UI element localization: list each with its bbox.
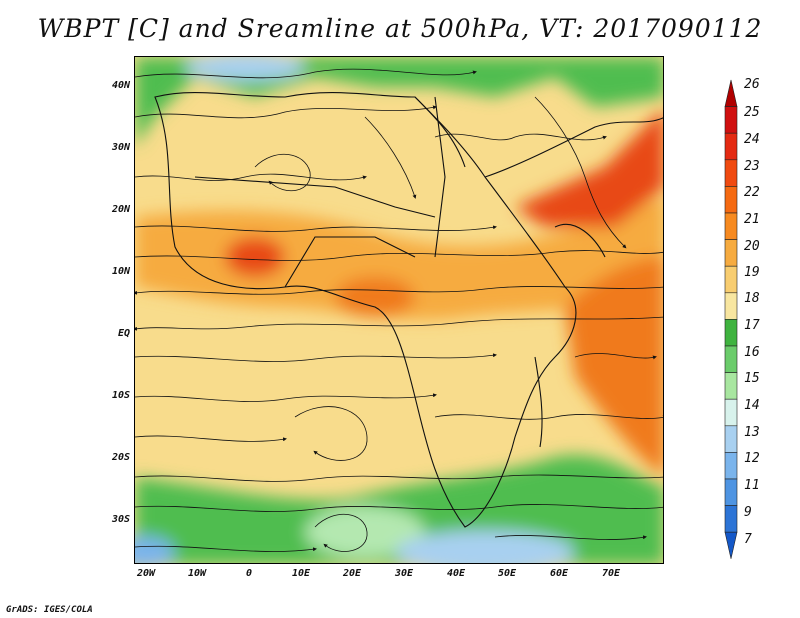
colorbar-segment: [724, 292, 738, 320]
colorbar-segment: [724, 452, 738, 480]
lat-label-eq: EQ: [117, 328, 130, 339]
lon-label-70e: 70E: [601, 568, 621, 579]
lat-label-40n: 40N: [111, 80, 130, 91]
cool-patch-southwest: [135, 536, 175, 563]
cool-patch-north: [185, 57, 305, 81]
lon-label-20w: 20W: [136, 568, 156, 579]
cool-patch-south: [395, 530, 575, 563]
colorbar-label-9: 9: [744, 505, 752, 520]
colorbar-segment: [724, 132, 738, 161]
colorbar-segment: [724, 505, 738, 533]
colorbar-segment: [724, 186, 738, 214]
colorbar: [724, 79, 738, 559]
colorbar-segment: [724, 159, 738, 187]
credit-text: GrADS: IGES/COLA: [6, 605, 93, 615]
lon-label-40e: 40E: [446, 568, 466, 579]
colorbar-segment: [724, 372, 738, 400]
colorbar-label-16: 16: [744, 345, 760, 360]
lon-label-10e: 10E: [291, 568, 311, 579]
colorbar-label-12: 12: [744, 451, 760, 466]
lon-label-10w: 10W: [187, 568, 207, 579]
colorbar-label-21: 21: [744, 212, 760, 227]
colorbar-segment: [724, 398, 738, 427]
lat-label-30n: 30N: [111, 142, 130, 153]
colorbar-label-23: 23: [744, 159, 760, 174]
lat-label-20n: 20N: [111, 204, 130, 215]
hot-spot-central-africa: [335, 277, 415, 317]
colorbar-label-17: 17: [744, 318, 760, 333]
lon-label-0: 0: [245, 568, 253, 579]
lon-label-30e: 30E: [394, 568, 414, 579]
colorbar-label-11: 11: [744, 478, 760, 493]
lat-label-10n: 10N: [111, 266, 130, 277]
colorbar-segment: [724, 478, 738, 506]
lat-label-10s: 10S: [111, 390, 130, 401]
map-panel: [134, 56, 664, 564]
colorbar-label-22: 22: [744, 185, 760, 200]
colorbar-label-19: 19: [744, 265, 760, 280]
colorbar-label-7: 7: [744, 532, 752, 547]
colorbar-label-13: 13: [744, 425, 760, 440]
colorbar-segment: [724, 531, 738, 559]
colorbar-label-25: 25: [744, 105, 760, 120]
colorbar-segment: [724, 345, 738, 373]
lon-label-20e: 20E: [342, 568, 362, 579]
colorbar-label-20: 20: [744, 239, 760, 254]
colorbar-label-18: 18: [744, 291, 760, 306]
streamlines: [135, 68, 663, 552]
cool-zone-south-africa: [305, 506, 425, 558]
colorbar-segment: [724, 425, 738, 453]
tropical-warm-belt: [135, 197, 663, 320]
colorbar-label-26: 26: [744, 77, 760, 92]
colorbar-segment: [724, 265, 738, 294]
lat-label-20s: 20S: [111, 452, 130, 463]
colorbar-segment: [724, 106, 738, 134]
colorbar-segment: [724, 239, 738, 267]
colorbar-label-14: 14: [744, 398, 760, 413]
colorbar-label-15: 15: [744, 371, 760, 386]
map-title: WBPT [C] and Sreamline at 500hPa, VT: 20…: [37, 14, 763, 43]
lon-label-60e: 60E: [549, 568, 569, 579]
colorbar-label-24: 24: [744, 132, 760, 147]
hot-zone-arabia: [515, 109, 663, 227]
warm-zone-indian-ocean: [565, 257, 663, 476]
wbpt-field: [135, 57, 663, 563]
colorbar-segment: [724, 79, 738, 107]
lat-label-30s: 30S: [111, 514, 130, 525]
hot-spot-west-africa: [225, 237, 285, 277]
colorbar-segment: [724, 319, 738, 347]
lon-label-50e: 50E: [497, 568, 517, 579]
colorbar-segment: [724, 212, 738, 240]
